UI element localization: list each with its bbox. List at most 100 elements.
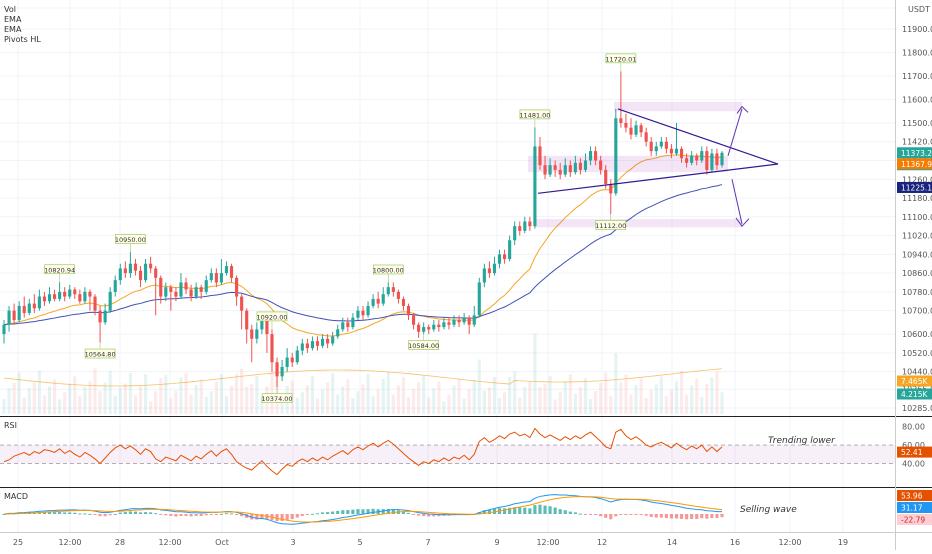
candle-body xyxy=(376,298,380,304)
macd-label: MACD xyxy=(4,492,28,501)
macd-histogram-bar xyxy=(305,514,309,515)
macd-histogram-bar xyxy=(204,514,208,516)
macd-histogram-bar xyxy=(578,513,582,515)
macd-line xyxy=(3,494,723,525)
pivot-label-box xyxy=(44,264,75,275)
candle-body xyxy=(255,329,259,339)
volume-bar xyxy=(568,374,572,414)
price-tick: 10285.00 xyxy=(902,404,932,413)
candle-body xyxy=(422,327,426,332)
volume-bar xyxy=(599,383,603,414)
macd-histogram-bar xyxy=(240,514,244,517)
volume-bar xyxy=(37,370,41,414)
candle-body xyxy=(310,341,315,349)
volume-bar xyxy=(331,373,335,414)
candle-body xyxy=(58,291,62,299)
volume-bar xyxy=(7,388,11,414)
volume-bar xyxy=(573,394,577,414)
macd-histogram-bar xyxy=(133,511,138,514)
candle-body xyxy=(108,291,112,311)
candle-body xyxy=(42,296,47,302)
volume-bar xyxy=(123,383,127,414)
volume-bar xyxy=(47,386,52,414)
candle-body xyxy=(290,357,294,363)
time-tick: 16 xyxy=(730,538,740,547)
legend-item: EMA xyxy=(4,25,22,34)
time-tick: 5 xyxy=(357,538,362,547)
candle-body xyxy=(523,221,527,231)
volume-bar xyxy=(280,394,284,414)
volume-bar xyxy=(209,391,213,414)
time-tick: 3 xyxy=(290,538,295,547)
rsi-line xyxy=(3,427,723,476)
volume-bar xyxy=(118,387,122,414)
candle-body xyxy=(169,287,173,292)
macd-histogram-bar xyxy=(154,513,158,515)
legend-item: Pivots HL xyxy=(4,35,41,44)
volume-bar xyxy=(462,398,466,414)
pivot-label: 10820.94 xyxy=(44,266,75,274)
macd-histogram-bar xyxy=(52,512,57,514)
candle-body xyxy=(417,324,421,332)
macd-histogram-bar xyxy=(639,514,643,515)
macd-histogram-bar xyxy=(705,514,709,519)
macd-histogram-bar xyxy=(300,514,304,516)
volume-bar xyxy=(42,395,47,414)
macd-histogram-bar xyxy=(214,514,218,515)
macd-badge xyxy=(897,502,932,513)
candle-body xyxy=(270,334,274,363)
macd-histogram-bar xyxy=(401,511,406,514)
volume-bar xyxy=(690,385,694,414)
pivot-label: 10564.80 xyxy=(85,351,116,359)
candle-body xyxy=(695,155,699,161)
volume-bar xyxy=(184,373,188,414)
volume-bar xyxy=(558,391,562,414)
candle-body xyxy=(543,165,547,175)
candle-body xyxy=(179,282,183,297)
volume-bar xyxy=(103,382,107,414)
candle-body xyxy=(624,122,628,128)
volume-bar xyxy=(214,382,218,414)
macd-histogram-bar xyxy=(503,508,507,514)
pivot-label: 11720.01 xyxy=(605,55,636,63)
volume-bar xyxy=(639,378,643,414)
candle-body xyxy=(300,343,304,351)
candle-body xyxy=(563,165,567,175)
macd-histogram-bar xyxy=(543,505,547,514)
candle-body xyxy=(674,148,679,154)
macd-histogram-bar xyxy=(649,514,653,517)
candle-body xyxy=(346,322,350,328)
macd-histogram-bar xyxy=(366,509,370,514)
candle-body xyxy=(341,322,345,330)
candle-body xyxy=(78,294,82,302)
volume-bar xyxy=(669,389,674,414)
candle-body xyxy=(604,169,608,184)
candle-body xyxy=(508,240,512,260)
candle-body xyxy=(629,127,633,135)
price-tick: 10940.00 xyxy=(902,250,932,259)
volume-bar xyxy=(128,373,132,414)
volume-bar xyxy=(22,397,26,414)
volume-bar xyxy=(497,398,502,414)
candle-body xyxy=(331,336,335,344)
candle-body xyxy=(2,324,6,335)
macd-histogram-bar xyxy=(700,514,704,519)
macd-histogram-bar xyxy=(563,510,567,514)
rsi-annotation: Trending lower xyxy=(768,436,836,446)
candle-body xyxy=(548,165,552,175)
breakout-up-arrow xyxy=(727,108,743,156)
volume-bar xyxy=(487,387,491,414)
volume-bar xyxy=(518,397,522,414)
candle-body xyxy=(260,320,264,330)
pivot-label-box xyxy=(605,53,637,64)
candle-body xyxy=(573,162,577,173)
macd-histogram-bar xyxy=(169,514,173,516)
volume-bar xyxy=(649,390,653,414)
volume-bar xyxy=(553,399,557,414)
macd-histogram-bar xyxy=(315,513,320,515)
macd-histogram-bar xyxy=(391,509,395,514)
candle-body xyxy=(482,268,486,283)
candle-body xyxy=(538,146,542,166)
